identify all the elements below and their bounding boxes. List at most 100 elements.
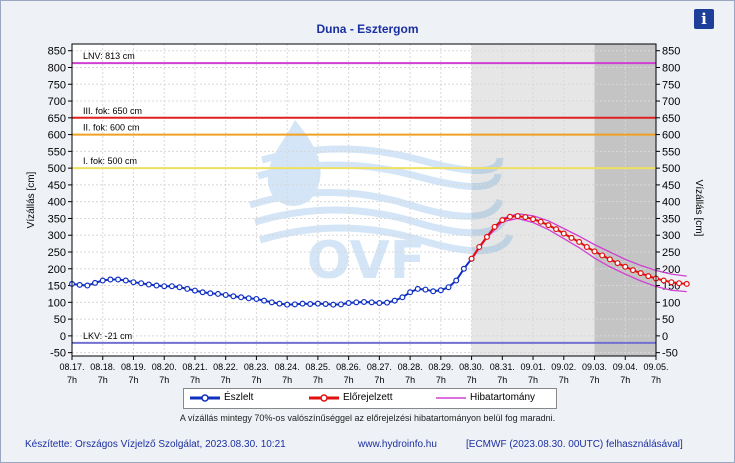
- series-1-point-17: [599, 252, 606, 259]
- ref-label-1: III. fok: 650 cm: [83, 106, 142, 116]
- series-0-point-9: [138, 280, 145, 287]
- series-1-point-5: [507, 213, 514, 220]
- xtick-hour-1: 7h: [98, 375, 108, 385]
- series-0-point-40: [376, 299, 383, 306]
- series-0-point-33: [322, 301, 329, 308]
- series-0-point-11: [153, 282, 160, 289]
- series-0-point-42: [391, 297, 398, 304]
- series-0-point-49: [445, 284, 452, 291]
- ytick-label-left-11: 500: [48, 163, 66, 175]
- xtick-hour-15: 7h: [528, 375, 538, 385]
- series-0-point-25: [261, 297, 268, 304]
- series-0-point-15: [184, 285, 191, 292]
- legend-observed-label: Észlelt: [224, 392, 254, 403]
- footer-website[interactable]: www.hydroinfo.hu: [358, 439, 437, 450]
- xtick-hour-4: 7h: [190, 375, 200, 385]
- series-1-point-4: [499, 217, 506, 224]
- xtick-date-7: 08.24.: [275, 362, 300, 372]
- ytick-label-right-14: 650: [662, 113, 680, 125]
- series-1-point-19: [614, 260, 621, 267]
- series-1-point-8: [530, 216, 537, 223]
- series-0-point-14: [176, 284, 183, 291]
- watermark-text: OVF: [307, 231, 426, 291]
- xtick-date-9: 08.26.: [336, 362, 361, 372]
- ytick-label-right-3: 100: [662, 297, 680, 309]
- legend-errorband-label: Hibatartomány: [470, 392, 536, 403]
- chart-title: Duna - Esztergom: [316, 22, 419, 36]
- series-0-point-48: [437, 287, 444, 294]
- ytick-label-right-16: 750: [662, 79, 680, 91]
- series-0-point-28: [284, 301, 291, 308]
- ytick-label-left-5: 200: [48, 264, 66, 276]
- ytick-label-right-0: -50: [662, 348, 678, 360]
- xtick-date-13: 08.30.: [459, 362, 484, 372]
- series-0-point-21: [230, 293, 237, 300]
- ytick-label-left-12: 550: [48, 146, 66, 158]
- ytick-label-right-1: 0: [662, 331, 668, 343]
- ref-label-2: II. fok: 600 cm: [83, 123, 140, 133]
- ref-label-3: I. fok: 500 cm: [83, 156, 137, 166]
- xtick-hour-11: 7h: [405, 375, 415, 385]
- xtick-hour-0: 7h: [67, 375, 77, 385]
- ref-label-0: LNV: 813 cm: [83, 51, 135, 61]
- series-1-point-20: [622, 263, 629, 270]
- ytick-label-left-17: 800: [48, 62, 66, 74]
- series-1-point-21: [629, 267, 636, 274]
- ytick-label-left-3: 100: [48, 297, 66, 309]
- ytick-label-right-8: 350: [662, 213, 680, 225]
- xtick-hour-5: 7h: [221, 375, 231, 385]
- xtick-date-3: 08.20.: [152, 362, 177, 372]
- ytick-label-left-7: 300: [48, 230, 66, 242]
- xtick-date-17: 09.03.: [582, 362, 607, 372]
- xtick-date-11: 08.28.: [398, 362, 423, 372]
- series-0-point-46: [422, 286, 429, 293]
- xtick-hour-12: 7h: [436, 375, 446, 385]
- ytick-label-right-9: 400: [662, 197, 680, 209]
- legend-forecast-marker: [320, 394, 328, 402]
- plot-border: [71, 43, 657, 357]
- series-0-point-10: [145, 281, 152, 288]
- watermark-wave-1: [253, 206, 509, 237]
- xtick-hour-6: 7h: [251, 375, 261, 385]
- series-0-point-37: [353, 299, 360, 306]
- xtick-hour-19: 7h: [651, 375, 661, 385]
- series-0-point-29: [291, 301, 298, 308]
- probability-note: A vízállás mintegy 70%-os valószínűségge…: [179, 413, 556, 423]
- series-0-point-18: [207, 290, 214, 297]
- series-1-point-6: [514, 213, 521, 220]
- series-1-point-22: [637, 270, 644, 277]
- series-1-point-2: [483, 233, 490, 240]
- ytick-label-left-2: 50: [54, 314, 66, 326]
- info-icon[interactable]: i: [694, 9, 714, 29]
- xtick-hour-16: 7h: [559, 375, 569, 385]
- series-1-point-7: [522, 214, 529, 221]
- series-1-point-0: [468, 255, 475, 262]
- xtick-hour-8: 7h: [313, 375, 323, 385]
- xtick-date-16: 09.02.: [551, 362, 576, 372]
- ytick-label-right-7: 300: [662, 230, 680, 242]
- series-0-point-35: [337, 301, 344, 308]
- series-0-point-12: [161, 283, 168, 290]
- xtick-hour-18: 7h: [620, 375, 630, 385]
- ylabel-right: Vízállás [cm]: [693, 180, 704, 237]
- xtick-date-1: 08.18.: [90, 362, 115, 372]
- xtick-hour-2: 7h: [128, 375, 138, 385]
- series-0-point-17: [199, 289, 206, 296]
- ytick-label-left-1: 0: [60, 331, 66, 343]
- series-1-point-18: [606, 256, 613, 263]
- series-1-point-14: [576, 238, 583, 245]
- series-1-point-23: [645, 273, 652, 280]
- xtick-date-5: 08.22.: [213, 362, 238, 372]
- series-0-point-22: [238, 294, 245, 301]
- series-0-point-3: [92, 279, 99, 286]
- ytick-label-right-17: 800: [662, 62, 680, 74]
- ytick-label-left-4: 150: [48, 281, 66, 293]
- footer-source: [ECMWF (2023.08.30. 00UTC) felhasználásá…: [466, 439, 683, 450]
- footer-author: Készítette: Országos Vízjelző Szolgálat,…: [25, 439, 286, 450]
- series-0-point-34: [330, 301, 337, 308]
- series-0-point-20: [222, 291, 229, 298]
- ytick-label-left-18: 850: [48, 46, 66, 58]
- series-0-point-45: [414, 285, 421, 292]
- series-0-point-36: [345, 299, 352, 306]
- series-0-point-39: [368, 299, 375, 306]
